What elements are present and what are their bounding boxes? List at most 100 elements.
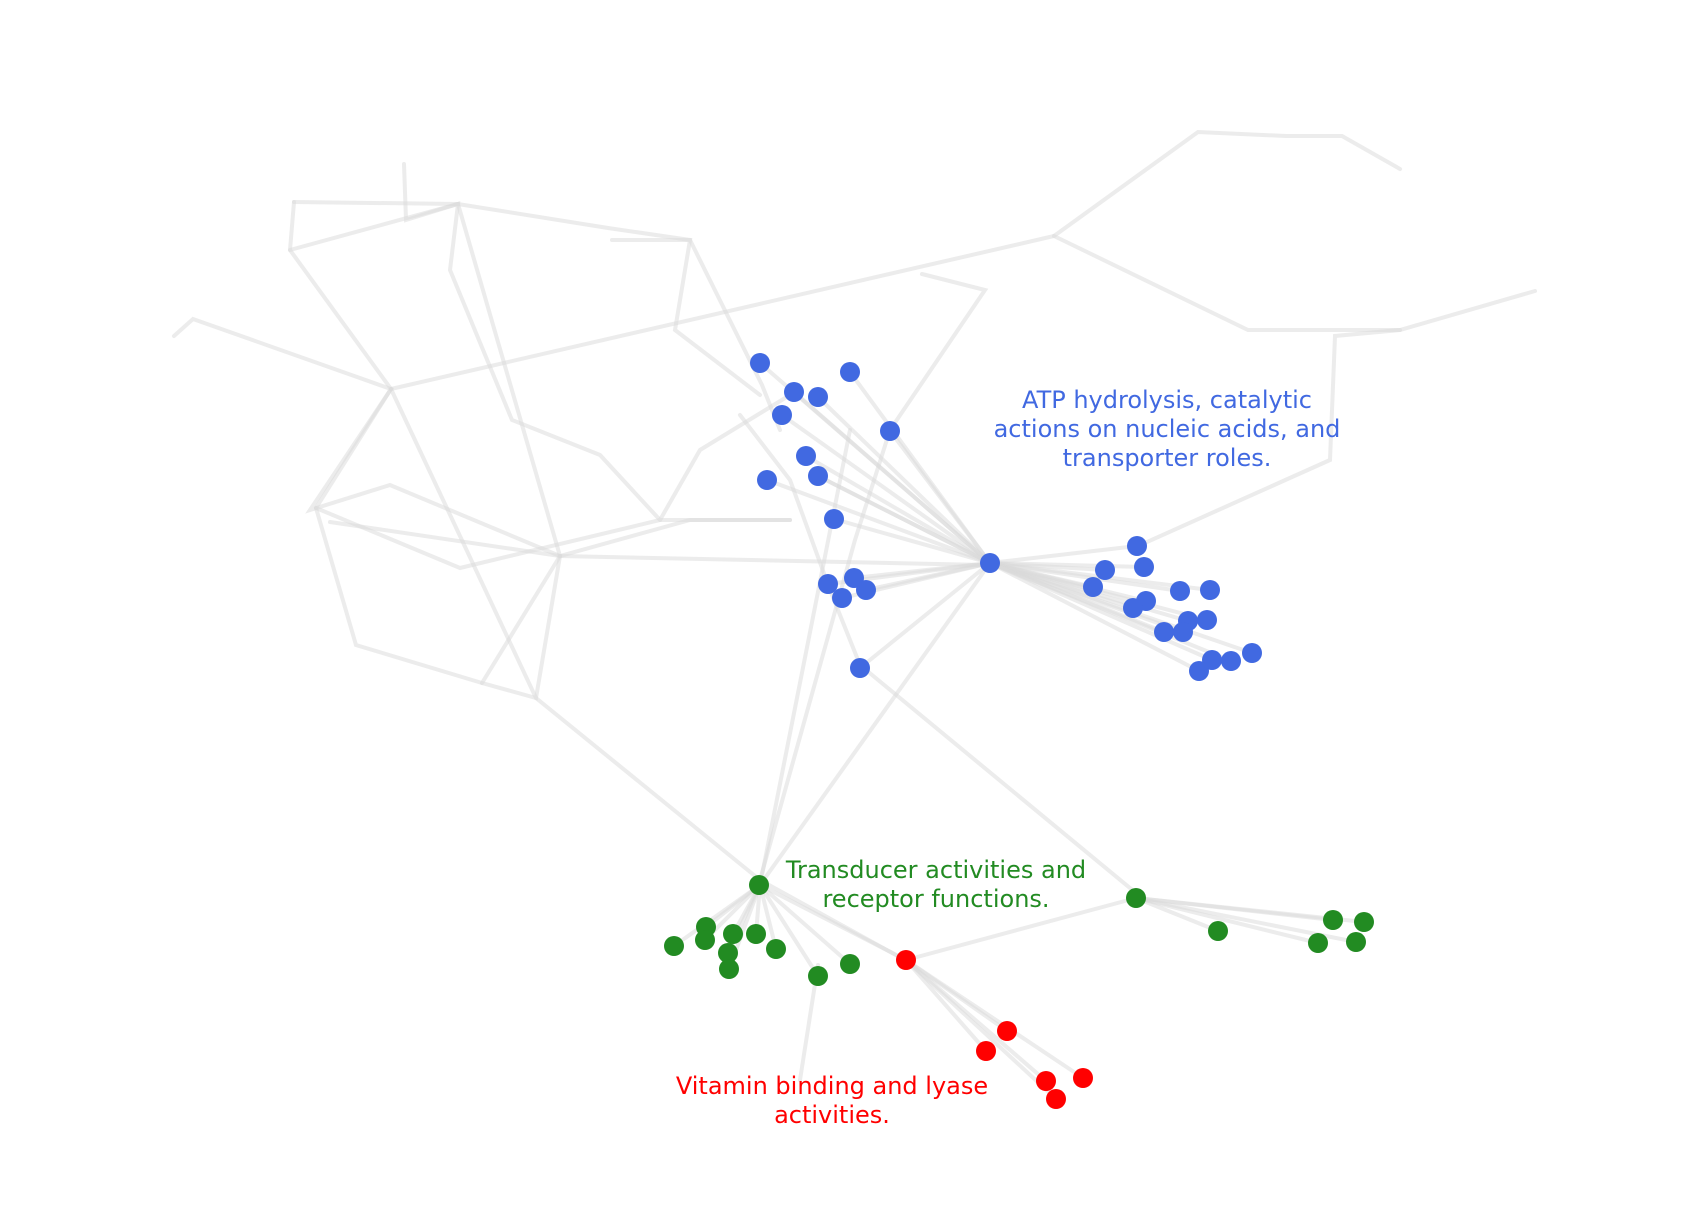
transducer-node bbox=[766, 939, 786, 959]
annotation-transducer-line-2: receptor functions. bbox=[822, 885, 1050, 913]
atp-node bbox=[1242, 643, 1262, 663]
transducer-node bbox=[808, 966, 828, 986]
vitamin-node bbox=[976, 1041, 996, 1061]
atp-node bbox=[757, 470, 777, 490]
transducer-node bbox=[746, 924, 766, 944]
transducer-node bbox=[1346, 932, 1366, 952]
annotation-atp-hydrolysis: ATP hydrolysis, catalytic actions on nuc… bbox=[962, 386, 1372, 473]
transducer-node bbox=[719, 959, 739, 979]
transducer-node bbox=[749, 875, 769, 895]
transducer-node bbox=[1126, 888, 1146, 908]
atp-node bbox=[1123, 598, 1143, 618]
atp-node bbox=[980, 553, 1000, 573]
cluster-edge bbox=[816, 395, 992, 565]
background-edge bbox=[610, 238, 762, 397]
atp-node bbox=[784, 382, 804, 402]
atp-node bbox=[1170, 581, 1190, 601]
cluster-edge bbox=[988, 561, 1214, 662]
inter-cluster-edge bbox=[758, 883, 908, 962]
annotation-atp-line-2: actions on nucleic acids, and bbox=[993, 415, 1341, 443]
inter-cluster-edge bbox=[904, 896, 1138, 962]
background-edge bbox=[1052, 234, 1537, 332]
background-edge bbox=[287, 200, 563, 701]
atp-node bbox=[1095, 560, 1115, 580]
atp-node bbox=[1154, 622, 1174, 642]
atp-node bbox=[1189, 661, 1209, 681]
atp-node bbox=[1127, 536, 1147, 556]
atp-node bbox=[818, 574, 838, 594]
annotation-atp-line-3: transporter roles. bbox=[1062, 444, 1272, 472]
background-edge bbox=[292, 200, 782, 432]
annotation-transducer-line-1: Transducer activities and bbox=[785, 856, 1087, 884]
transducer-node bbox=[1208, 921, 1228, 941]
cluster-edge bbox=[988, 561, 1254, 655]
atp-node bbox=[1197, 610, 1217, 630]
inter-cluster-edge bbox=[758, 561, 992, 887]
cluster-edge bbox=[804, 454, 992, 565]
atp-node bbox=[1134, 557, 1154, 577]
annotation-vitamin-line-1: Vitamin binding and lyase bbox=[675, 1072, 989, 1100]
annotation-atp-line-1: ATP hydrolysis, catalytic bbox=[1022, 386, 1312, 414]
background-edge bbox=[314, 393, 792, 571]
transducer-node bbox=[718, 943, 738, 963]
atp-node bbox=[1200, 580, 1220, 600]
atp-node bbox=[1083, 577, 1103, 597]
cluster-edge bbox=[758, 883, 778, 951]
cluster-edge bbox=[758, 883, 820, 978]
cluster-edge bbox=[988, 544, 1139, 565]
transducer-node bbox=[1354, 912, 1374, 932]
cluster-edge bbox=[1134, 896, 1220, 933]
background-edge bbox=[480, 554, 562, 685]
cluster-edge bbox=[988, 561, 1146, 569]
atp-node bbox=[772, 405, 792, 425]
transducer-node bbox=[723, 924, 743, 944]
cluster-edge bbox=[988, 561, 1182, 593]
atp-node bbox=[750, 353, 770, 373]
cluster-edge bbox=[988, 561, 1201, 673]
annotation-transducer-activities: Transducer activities and receptor funct… bbox=[766, 856, 1106, 914]
atp-node bbox=[832, 588, 852, 608]
cluster-edge bbox=[904, 958, 988, 1053]
cluster-edge bbox=[765, 478, 992, 565]
annotation-vitamin-line-2: activities. bbox=[774, 1101, 890, 1129]
cluster-edge bbox=[758, 883, 852, 966]
background-edge bbox=[1136, 328, 1402, 548]
cluster-edge bbox=[780, 413, 992, 565]
cluster-edge bbox=[832, 517, 992, 565]
annotation-vitamin-binding: Vitamin binding and lyase activities. bbox=[662, 1072, 1002, 1130]
vitamin-node bbox=[1046, 1089, 1066, 1109]
atp-node bbox=[808, 466, 828, 486]
transducer-node bbox=[664, 936, 684, 956]
transducer-node bbox=[1308, 933, 1328, 953]
atp-node bbox=[880, 421, 900, 441]
background-edge bbox=[389, 129, 1402, 391]
nodes-layer bbox=[664, 353, 1374, 1109]
atp-node bbox=[796, 446, 816, 466]
vitamin-node bbox=[1036, 1071, 1056, 1091]
atp-node bbox=[856, 580, 876, 600]
transducer-node bbox=[840, 954, 860, 974]
transducer-node bbox=[695, 930, 715, 950]
vitamin-node bbox=[997, 1021, 1017, 1041]
cluster-edge bbox=[672, 883, 762, 948]
cluster-edge bbox=[904, 958, 1085, 1080]
atp-node bbox=[1173, 622, 1193, 642]
cluster-edge bbox=[858, 561, 992, 670]
inter-cluster-edge bbox=[816, 474, 992, 565]
inter-cluster-edge bbox=[758, 428, 852, 887]
cluster-edge bbox=[792, 390, 992, 565]
cluster-edge bbox=[852, 561, 992, 580]
atp-node bbox=[808, 387, 828, 407]
atp-node bbox=[840, 362, 860, 382]
background-edge bbox=[738, 413, 862, 667]
vitamin-node bbox=[1073, 1068, 1093, 1088]
atp-node bbox=[1221, 651, 1241, 671]
atp-node bbox=[850, 658, 870, 678]
transducer-node bbox=[1323, 910, 1343, 930]
edges-layer bbox=[172, 129, 1537, 1101]
atp-node bbox=[824, 509, 844, 529]
background-edge bbox=[858, 663, 1138, 895]
cluster-edge bbox=[904, 958, 1058, 1101]
cluster-edge bbox=[888, 429, 992, 565]
